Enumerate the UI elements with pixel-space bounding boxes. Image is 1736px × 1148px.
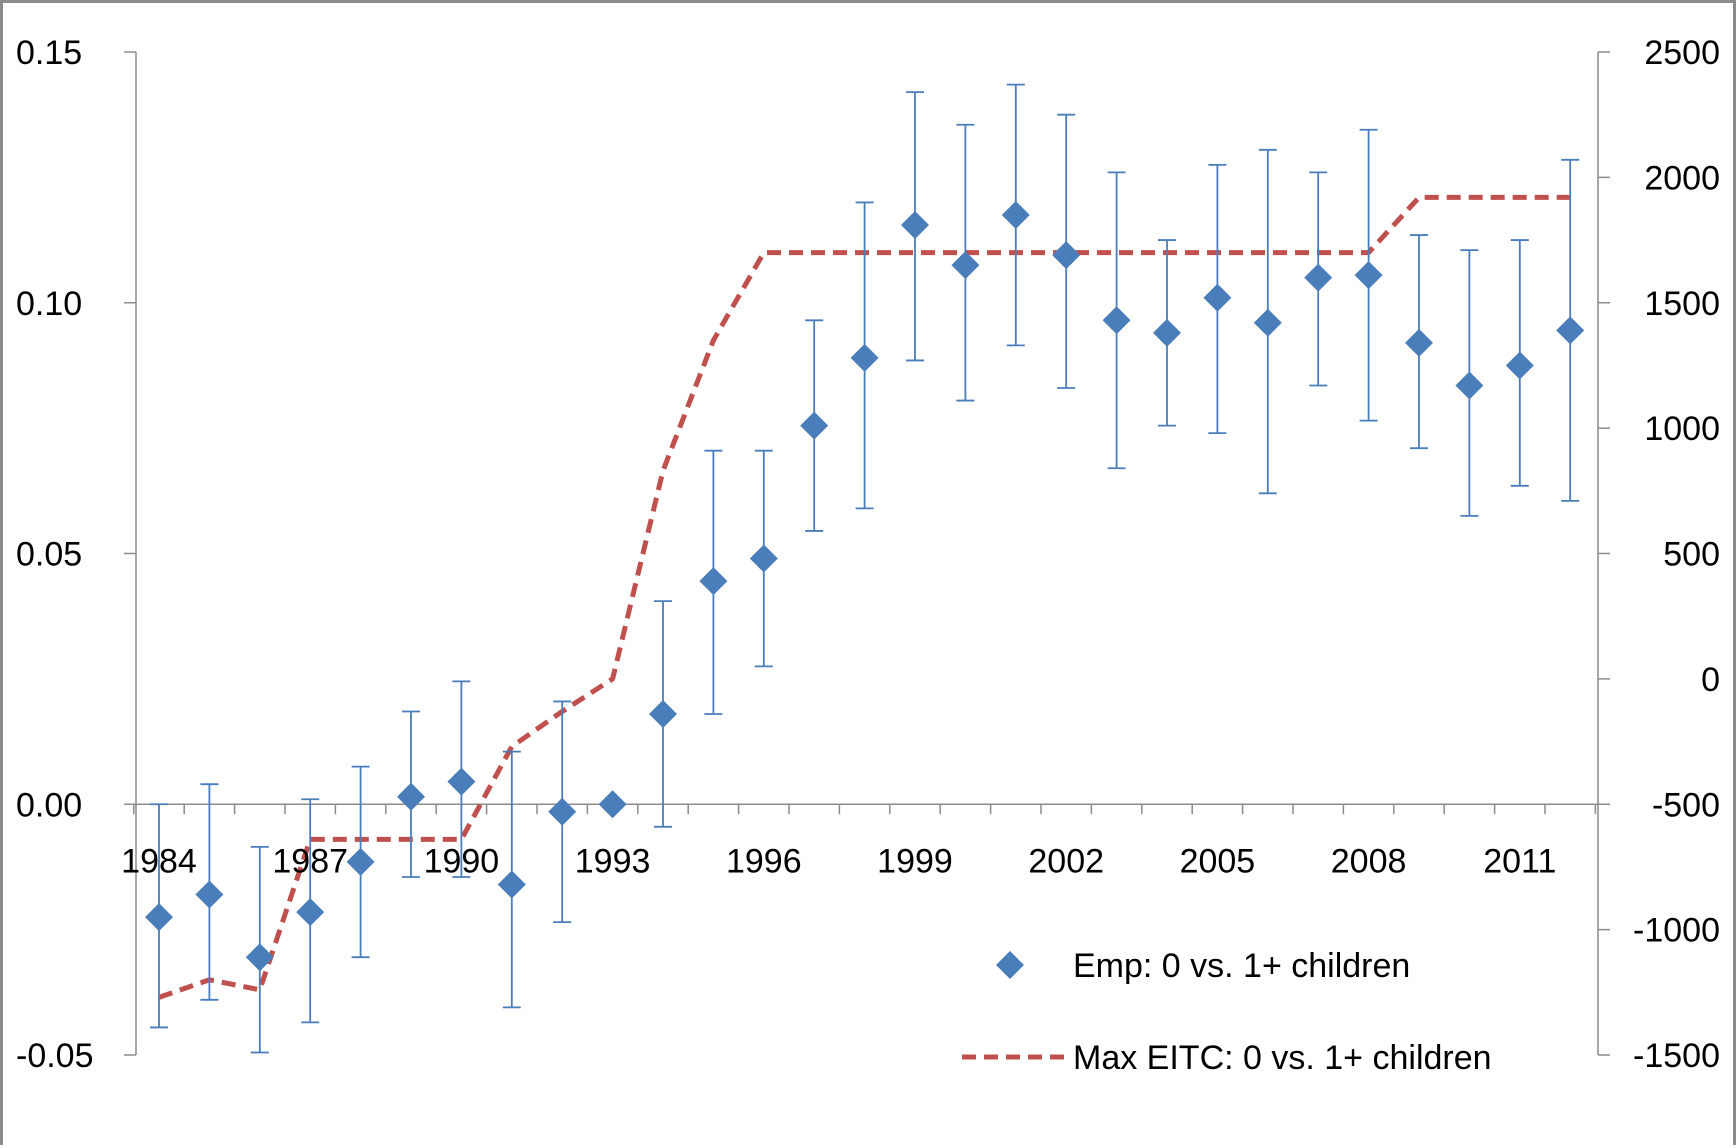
employment-data-point — [749, 544, 778, 573]
right-axis-tick-label: 1000 — [1644, 410, 1720, 448]
employment-data-point — [1354, 261, 1383, 290]
employment-data-point — [1253, 308, 1282, 337]
right-axis-tick-label: 500 — [1663, 536, 1720, 574]
employment-data-point — [346, 847, 375, 876]
employment-data-point — [195, 880, 224, 909]
employment-data-point — [1203, 283, 1232, 312]
employment-data-point — [1052, 241, 1081, 270]
right-axis-tick-label: 2000 — [1644, 159, 1720, 197]
left-axis-tick-label: 0.10 — [16, 285, 82, 323]
employment-data-point — [649, 699, 677, 728]
x-axis-tick-label: 2008 — [1331, 842, 1407, 880]
x-axis-tick-label: 1984 — [121, 842, 197, 880]
employment-data-point — [699, 567, 728, 596]
left-axis-tick-label: 0.15 — [16, 34, 82, 72]
x-axis-tick-label: 1996 — [726, 842, 802, 880]
employment-data-point — [1556, 316, 1585, 345]
left-axis-tick-label: -0.05 — [16, 1037, 94, 1075]
employment-data-point — [1304, 263, 1333, 292]
right-axis-tick-label: -500 — [1652, 786, 1720, 824]
employment-data-point — [245, 943, 274, 972]
legend-label-eitc: Max EITC: 0 vs. 1+ children — [1073, 1039, 1492, 1077]
left-axis-tick-label: 0.00 — [16, 786, 82, 824]
employment-data-point — [1001, 200, 1030, 229]
employment-data-point — [901, 211, 929, 240]
employment-data-point — [397, 782, 425, 811]
employment-data-point — [548, 797, 577, 826]
right-axis-tick-label: 0 — [1701, 661, 1720, 699]
employment-data-point — [1102, 306, 1131, 335]
legend-label-employment: Emp: 0 vs. 1+ children — [1073, 947, 1410, 985]
right-axis-tick-label: -1500 — [1633, 1037, 1720, 1075]
employment-data-point — [145, 903, 173, 932]
legend-entry-employment: Emp: 0 vs. 1+ children — [996, 947, 1410, 985]
employment-data-point — [1455, 371, 1484, 400]
employment-marker-layer — [145, 200, 1585, 972]
x-axis-tick-label: 1999 — [877, 842, 953, 880]
legend-entry-eitc: Max EITC: 0 vs. 1+ children — [962, 1039, 1492, 1077]
right-axis-tick-label: 1500 — [1644, 285, 1720, 323]
employment-data-point — [1405, 328, 1433, 357]
x-axis-tick-label: 2005 — [1180, 842, 1256, 880]
employment-data-point — [1153, 318, 1181, 347]
left-axis-tick-label: 0.05 — [16, 536, 82, 574]
employment-data-point — [296, 898, 325, 927]
axes — [124, 51, 1610, 1056]
x-axis-tick-label: 1987 — [272, 842, 348, 880]
right-axis-tick-label: -1000 — [1633, 912, 1720, 950]
x-axis-tick-label: 1990 — [424, 842, 500, 880]
tick-label-layer: 0.15 0.10 0.05 0.00 -0.05 2500 2000 1500 1000 500… — [16, 34, 1720, 1075]
x-axis-tick-label: 1993 — [575, 842, 651, 880]
employment-data-point — [447, 767, 476, 796]
legend: Emp: 0 vs. 1+ children Max EITC: 0 vs. 1… — [962, 947, 1492, 1077]
employment-data-point — [800, 411, 829, 440]
employment-data-point — [497, 870, 526, 899]
employment-data-point — [850, 343, 879, 372]
x-axis-tick-label: 2011 — [1483, 842, 1556, 880]
x-axis-tick-label: 2002 — [1028, 842, 1104, 880]
employment-data-point — [1505, 351, 1534, 380]
employment-data-point — [598, 790, 627, 819]
right-axis-tick-label: 2500 — [1644, 34, 1720, 72]
employment-data-point — [951, 251, 980, 280]
legend-diamond-marker-icon — [996, 951, 1024, 979]
error-bar-layer — [150, 83, 1580, 1054]
